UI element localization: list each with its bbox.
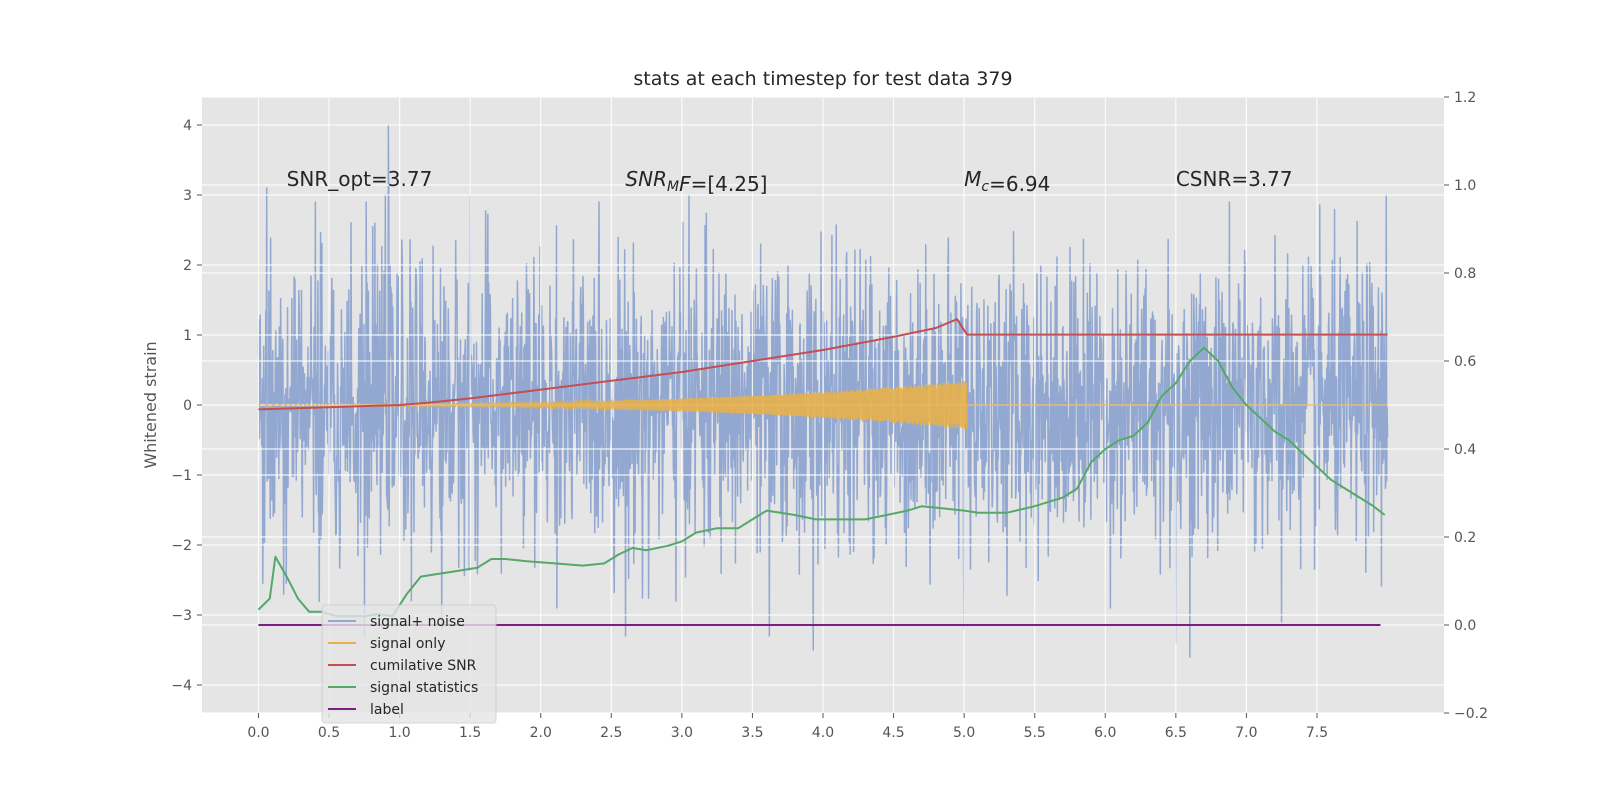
x-tick-label: 4.0	[812, 725, 834, 741]
y2-tick-label: 0.4	[1454, 442, 1476, 458]
x-tick-label: 5.0	[953, 725, 975, 741]
legend-entry: signal only	[370, 636, 445, 652]
y2-tick-label: 0.6	[1454, 354, 1476, 370]
csnr-annotation: CSNR=3.77	[1176, 167, 1293, 191]
signal-statistics-line	[257, 346, 1386, 618]
y2-tick-label: 0.0	[1454, 618, 1476, 634]
annotations: SNR_opt=3.77 SNRMF=[4.25] Mc=6.94 CSNR=3.77	[287, 167, 1293, 196]
x-tick-label: 1.5	[459, 725, 481, 741]
x-tick-label: 0.0	[247, 725, 269, 741]
y2-tick-label: 1.0	[1454, 178, 1476, 194]
legend-entry: signal statistics	[370, 680, 478, 696]
y2-tick-label: 1.2	[1454, 90, 1476, 106]
y-tick-label: −1	[171, 468, 192, 484]
legend-entry: cumilative SNR	[370, 658, 477, 674]
x-tick-label: 4.5	[882, 725, 904, 741]
cumilative-snr-line	[258, 318, 1388, 411]
y2-tick-label: 0.8	[1454, 266, 1476, 282]
x-tick-label: 2.0	[530, 725, 552, 741]
x-tick-label: 2.5	[600, 725, 622, 741]
y-tick-label: −2	[171, 538, 192, 554]
mc-annotation: Mc=6.94	[964, 167, 1050, 196]
x-tick-label: 3.5	[741, 725, 763, 741]
y-tick-label: 2	[183, 258, 192, 274]
snr-opt-annotation: SNR_opt=3.77	[287, 167, 433, 191]
x-tick-label: 7.5	[1306, 725, 1328, 741]
y-tick-label: −3	[171, 608, 192, 624]
y-axis-label: Whitened strain	[141, 341, 160, 468]
y-tick-label: −4	[171, 678, 192, 694]
y2-tick-label: −0.2	[1454, 706, 1488, 722]
x-tick-label: 3.0	[671, 725, 693, 741]
x-tick-label: 0.5	[318, 725, 340, 741]
legend-box	[321, 604, 497, 724]
x-tick-label: 6.5	[1165, 725, 1187, 741]
y-tick-label: 0	[183, 398, 192, 414]
snr-mf-annotation: SNRMF=[4.25]	[625, 167, 767, 196]
y-tick-label: 3	[183, 188, 192, 204]
axes: 0.0 0.5 1.0 1.5 2.0 2.5 3.0 3.5 4.0 4.5 5.0 5.5 6.0 6…	[171, 90, 1488, 741]
x-tick-label: 5.5	[1024, 725, 1046, 741]
y-tick-label: 1	[183, 328, 192, 344]
x-tick-label: 6.0	[1094, 725, 1116, 741]
legend-entry: signal+ noise	[370, 614, 465, 630]
legend-entry: label	[370, 702, 404, 718]
chart-title: stats at each timestep for test data 379	[633, 68, 1012, 90]
legend: signal+ noise signal only cumilative SNR si…	[321, 604, 497, 724]
y-tick-label: 4	[183, 118, 192, 134]
x-tick-label: 7.0	[1235, 725, 1257, 741]
x-tick-label: 1.0	[388, 725, 410, 741]
y2-tick-label: 0.2	[1454, 530, 1476, 546]
